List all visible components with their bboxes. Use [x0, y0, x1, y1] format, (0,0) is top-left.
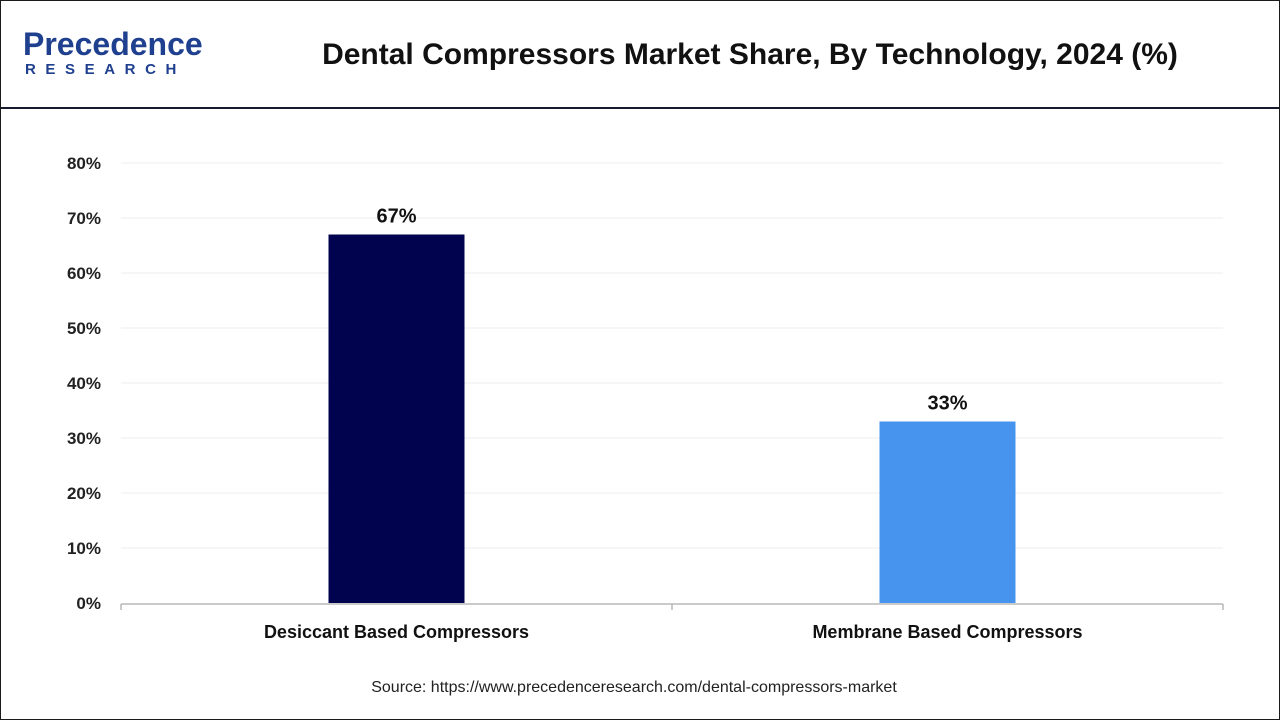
x-tick-label: Desiccant Based Compressors	[264, 622, 529, 642]
bar	[328, 234, 465, 603]
data-label: 67%	[376, 206, 416, 228]
y-tick-label: 60%	[67, 264, 101, 283]
logo-subtitle: RESEARCH	[25, 61, 186, 78]
y-tick-label: 20%	[67, 484, 101, 503]
data-label: 33%	[927, 393, 967, 415]
y-tick-label: 10%	[67, 539, 101, 558]
brand-logo: Precedence RESEARCH	[23, 27, 213, 83]
y-tick-label: 0%	[76, 594, 101, 613]
y-tick-label: 40%	[67, 374, 101, 393]
header: Precedence RESEARCH Dental Compressors M…	[1, 1, 1279, 109]
bar	[879, 421, 1016, 603]
x-tick-label: Membrane Based Compressors	[812, 622, 1082, 642]
y-tick-label: 30%	[67, 429, 101, 448]
y-tick-label: 50%	[67, 319, 101, 338]
y-tick-label: 70%	[67, 209, 101, 228]
logo-wordmark: Precedence	[23, 26, 203, 62]
bar-chart: 0% 10% 20% 30% 40% 50% 60% 70% 80% 67% Desiccant B…	[67, 154, 1224, 642]
y-tick-label: 80%	[67, 154, 101, 173]
chart-title: Dental Compressors Market Share, By Tech…	[322, 38, 1178, 71]
source-note: Source: https://www.precedenceresearch.c…	[371, 679, 897, 696]
